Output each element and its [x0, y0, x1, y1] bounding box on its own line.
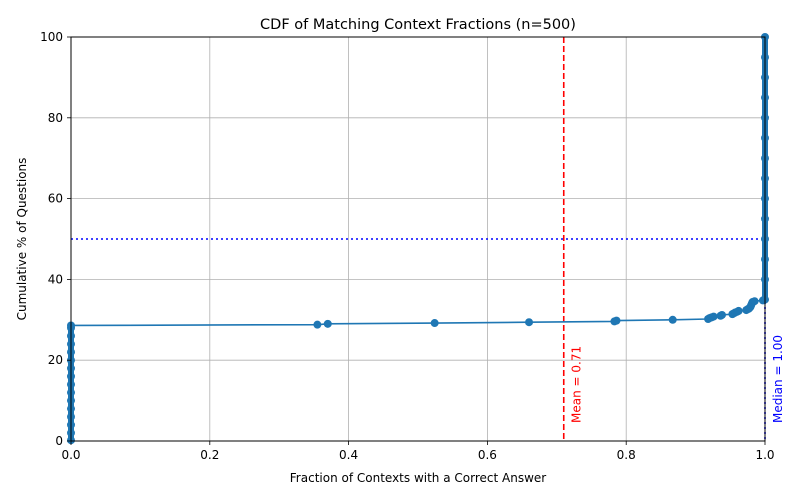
x-tick-label: 0.2 — [200, 448, 219, 462]
cdf-point — [709, 312, 718, 321]
x-axis-label: Fraction of Contexts with a Correct Answ… — [290, 471, 546, 485]
x-tick-label: 0.6 — [478, 448, 497, 462]
cdf-point — [668, 315, 677, 324]
y-tick-label: 40 — [48, 272, 63, 286]
x-tick-label: 0.8 — [617, 448, 636, 462]
y-tick-label: 80 — [48, 111, 63, 125]
cdf-point — [612, 316, 621, 325]
y-tick-label: 100 — [40, 30, 63, 44]
cdf-point — [313, 320, 322, 329]
cdf-point — [430, 319, 439, 328]
y-tick-label: 0 — [55, 434, 63, 448]
mean-label: Mean = 0.71 — [570, 346, 584, 423]
y-tick-label: 60 — [48, 192, 63, 206]
cdf-point — [734, 306, 743, 315]
median-label: Median = 1.00 — [771, 335, 785, 423]
y-axis-label: Cumulative % of Questions — [15, 158, 29, 321]
x-tick-label: 0.0 — [61, 448, 80, 462]
x-tick-label: 0.4 — [339, 448, 358, 462]
cdf-point — [323, 319, 332, 328]
reference-labels: Mean = 0.71 Median = 1.00 — [570, 335, 785, 423]
y-axis-ticks: 0 20 40 60 80 100 — [40, 30, 71, 448]
cdf-point — [717, 310, 726, 319]
cdf-point — [525, 318, 534, 327]
x-axis-ticks: 0.0 0.2 0.4 0.6 0.8 1.0 — [61, 441, 775, 462]
cdf-point — [750, 297, 759, 306]
plot-frame — [70, 36, 766, 442]
y-tick-label: 20 — [48, 353, 63, 367]
x-tick-label: 1.0 — [755, 448, 774, 462]
chart-title: CDF of Matching Context Fractions (n=500… — [260, 17, 576, 33]
